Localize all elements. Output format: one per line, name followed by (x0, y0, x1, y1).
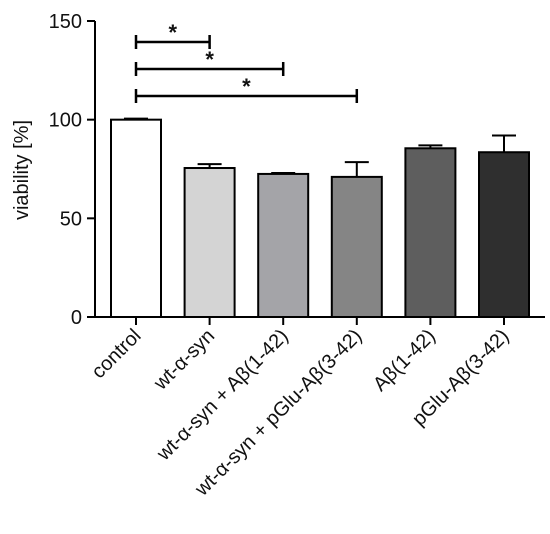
bar (330, 175, 383, 318)
y-tick-label: 100 (49, 110, 82, 132)
bar (110, 118, 162, 318)
x-tick-label: wt-α-syn (149, 325, 219, 395)
x-tick-label: wt-α-syn + Aβ(1-42) (152, 325, 293, 466)
bar (183, 167, 236, 318)
y-tick-label: 0 (71, 307, 82, 329)
significance-label: * (242, 74, 251, 99)
x-tick-label: Aβ(1-42) (369, 325, 440, 396)
y-tick-label: 50 (60, 208, 82, 230)
y-axis-title: viability [%] (11, 120, 33, 220)
significance-label: * (205, 47, 214, 72)
bar (404, 147, 457, 318)
significance-label: * (169, 20, 178, 45)
x-tick-label: control (88, 325, 146, 383)
bar (257, 172, 310, 318)
y-tick-label: 150 (49, 11, 82, 33)
bar (478, 151, 530, 318)
